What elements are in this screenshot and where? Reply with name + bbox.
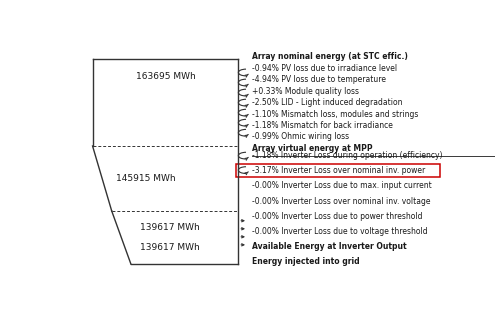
Bar bbox=[237, 164, 440, 177]
Text: 145915 MWh: 145915 MWh bbox=[116, 174, 176, 183]
Text: -0.00% Inverter Loss due to max. input current: -0.00% Inverter Loss due to max. input c… bbox=[252, 182, 432, 190]
Text: -1.18% Inverter Loss during operation (efficiency): -1.18% Inverter Loss during operation (e… bbox=[252, 151, 442, 160]
Text: 139617 MWh: 139617 MWh bbox=[140, 223, 200, 233]
Text: Array nominal energy (at STC effic.): Array nominal energy (at STC effic.) bbox=[252, 52, 408, 61]
Text: Array virtual energy at MPP: Array virtual energy at MPP bbox=[252, 144, 372, 153]
Text: -1.18% Mismatch for back irradiance: -1.18% Mismatch for back irradiance bbox=[252, 121, 393, 130]
Text: -2.50% LID - Light induced degradation: -2.50% LID - Light induced degradation bbox=[252, 98, 402, 107]
Text: -0.94% PV loss due to irradiance level: -0.94% PV loss due to irradiance level bbox=[252, 64, 397, 73]
Text: -0.99% Ohmic wiring loss: -0.99% Ohmic wiring loss bbox=[252, 132, 349, 141]
Text: -1.10% Mismatch loss, modules and strings: -1.10% Mismatch loss, modules and string… bbox=[252, 110, 418, 119]
Text: -3.17% Inverter Loss over nominal inv. power: -3.17% Inverter Loss over nominal inv. p… bbox=[252, 166, 425, 175]
Text: +0.33% Module quality loss: +0.33% Module quality loss bbox=[252, 87, 359, 96]
Text: Available Energy at Inverter Output: Available Energy at Inverter Output bbox=[252, 242, 406, 251]
Text: 163695 MWh: 163695 MWh bbox=[136, 72, 196, 81]
Text: -4.94% PV loss due to temperature: -4.94% PV loss due to temperature bbox=[252, 75, 386, 84]
Text: -0.00% Inverter Loss due to power threshold: -0.00% Inverter Loss due to power thresh… bbox=[252, 212, 422, 221]
Text: Energy injected into grid: Energy injected into grid bbox=[252, 257, 359, 266]
Text: -0.00% Inverter Loss due to voltage threshold: -0.00% Inverter Loss due to voltage thre… bbox=[252, 227, 427, 236]
Text: 139617 MWh: 139617 MWh bbox=[140, 243, 200, 252]
Text: -0.00% Inverter Loss over nominal inv. voltage: -0.00% Inverter Loss over nominal inv. v… bbox=[252, 197, 430, 206]
